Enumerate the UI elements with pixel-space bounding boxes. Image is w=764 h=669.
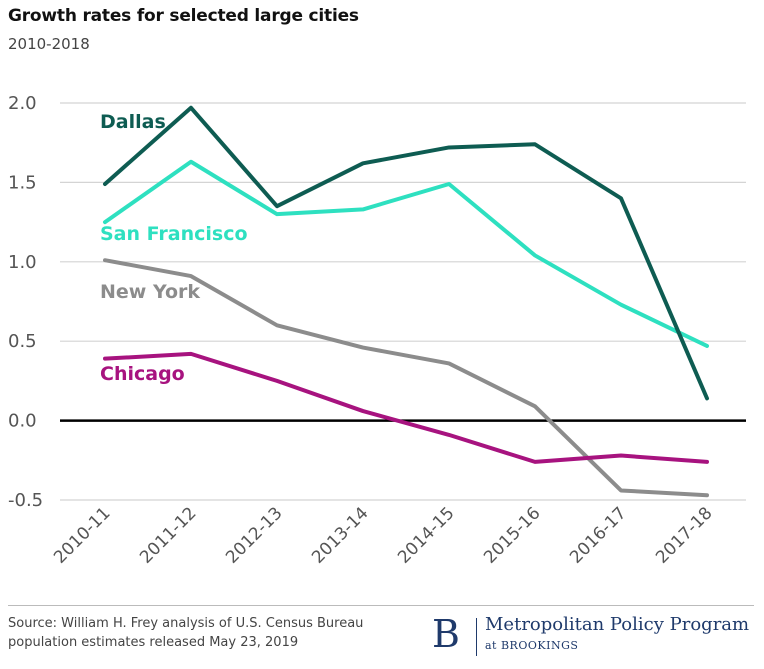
- y-tick-labels: 2.0 1.5 1.0 0.5 0.0 -0.5: [8, 93, 43, 511]
- y-tick-label: 1.0: [8, 252, 37, 273]
- source-note: Source: William H. Frey analysis of U.S.…: [8, 614, 388, 652]
- series-line-dallas: [103, 105, 709, 401]
- chart-subtitle: 2010-2018: [8, 35, 90, 53]
- series-label-dallas: Dallas: [100, 111, 166, 133]
- line-chart: 2.0 1.5 1.0 0.5 0.0 -0.5 2010-11 2011-12 2012-1…: [8, 93, 746, 568]
- y-tick-label: 2.0: [8, 93, 37, 114]
- y-tick-label: -0.5: [8, 490, 43, 511]
- series-line-chicago: [103, 351, 709, 464]
- x-tick-label: 2013-14: [308, 503, 372, 567]
- x-tick-labels: 2010-11 2011-12 2012-13 2013-14 2014-15 2015-…: [50, 503, 716, 567]
- series-lines: [103, 105, 709, 498]
- series-label-san-francisco: San Francisco: [100, 223, 248, 245]
- logo-divider: [476, 618, 477, 656]
- x-tick-label: 2011-12: [136, 503, 200, 567]
- series-labels: Dallas San Francisco New York Chicago: [100, 111, 248, 385]
- brookings-b-logo: B: [432, 612, 460, 656]
- chart-title: Growth rates for selected large cities: [8, 6, 359, 26]
- x-tick-label: 2012-13: [222, 503, 286, 567]
- x-tick-label: 2017-18: [652, 503, 716, 567]
- source-line-2: population estimates released May 23, 20…: [8, 635, 299, 650]
- y-tick-label: 1.5: [8, 172, 37, 193]
- series-line-new-york: [103, 258, 709, 498]
- y-tick-label: 0.0: [8, 411, 37, 432]
- program-name: Metropolitan Policy Program: [485, 614, 750, 635]
- x-tick-label: 2015-16: [480, 503, 544, 567]
- x-tick-label: 2016-17: [566, 503, 630, 567]
- series-label-new-york: New York: [100, 281, 200, 303]
- footer-divider: [8, 605, 754, 606]
- program-affiliation: at BROOKINGS: [485, 639, 579, 652]
- source-line-1: Source: William H. Frey analysis of U.S.…: [8, 616, 364, 631]
- x-tick-label: 2010-11: [50, 503, 114, 567]
- series-label-chicago: Chicago: [100, 363, 185, 385]
- series-line-san-francisco: [103, 159, 709, 348]
- x-tick-label: 2014-15: [394, 503, 458, 567]
- y-tick-label: 0.5: [8, 331, 37, 352]
